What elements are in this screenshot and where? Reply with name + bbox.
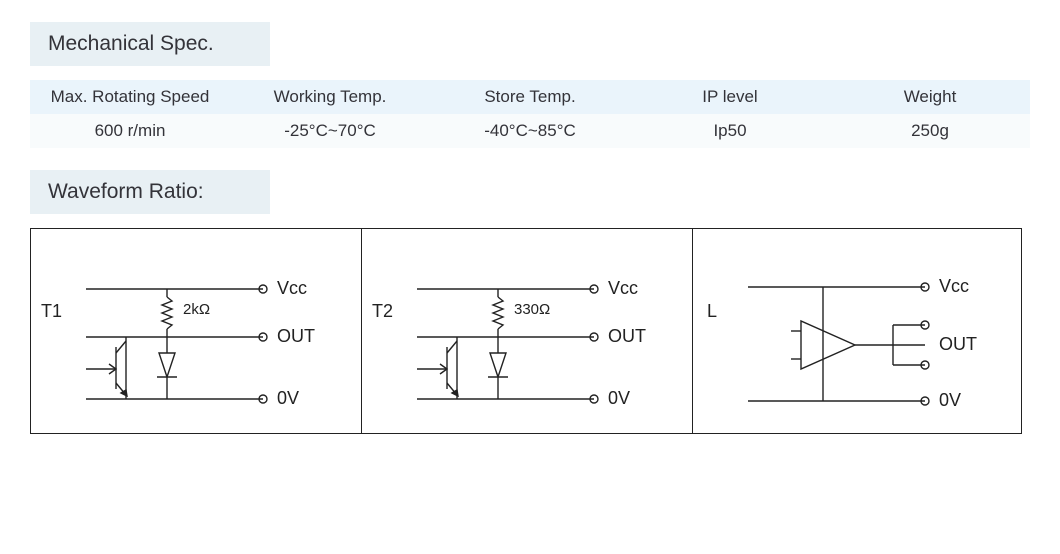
spec-col: IP level Ip50 — [630, 80, 830, 148]
spec-value-cell: Ip50 — [630, 114, 830, 148]
spec-value-cell: -25°C~70°C — [230, 114, 430, 148]
terminal-0v-label: 0V — [608, 388, 630, 409]
spec-header-cell: Working Temp. — [230, 80, 430, 114]
spec-col: Working Temp. -25°C~70°C — [230, 80, 430, 148]
spec-col: Max. Rotating Speed 600 r/min — [30, 80, 230, 148]
terminal-out-label: OUT — [277, 326, 315, 347]
spec-value-cell: 600 r/min — [30, 114, 230, 148]
spec-value-cell: 250g — [830, 114, 1030, 148]
diagram-t1-label: T1 — [41, 301, 62, 322]
mechanical-spec-header: Mechanical Spec. — [30, 22, 270, 66]
waveform-ratio-header: Waveform Ratio: — [30, 170, 270, 214]
spec-table: Max. Rotating Speed 600 r/min Working Te… — [30, 80, 1030, 148]
terminal-out-label: OUT — [939, 334, 977, 355]
diagram-t1: T1 — [31, 229, 362, 433]
circuit-l-svg — [693, 229, 1023, 435]
spec-header-cell: Store Temp. — [430, 80, 630, 114]
diagram-t2-label: T2 — [372, 301, 393, 322]
resistor-value-t1: 2kΩ — [183, 301, 210, 318]
diagrams-row: T1 — [30, 228, 1022, 434]
spec-value-cell: -40°C~85°C — [430, 114, 630, 148]
terminal-vcc-label: Vcc — [608, 278, 638, 299]
diagram-l-label: L — [707, 301, 717, 322]
spec-header-cell: IP level — [630, 80, 830, 114]
diagram-t2: T2 — [362, 229, 693, 433]
spec-col: Store Temp. -40°C~85°C — [430, 80, 630, 148]
spec-header-cell: Weight — [830, 80, 1030, 114]
spec-header-cell: Max. Rotating Speed — [30, 80, 230, 114]
terminal-0v-label: 0V — [939, 390, 961, 411]
diagram-l: L — [693, 229, 1023, 433]
resistor-value-t2: 330Ω — [514, 301, 550, 318]
spec-col: Weight 250g — [830, 80, 1030, 148]
terminal-vcc-label: Vcc — [939, 276, 969, 297]
terminal-vcc-label: Vcc — [277, 278, 307, 299]
terminal-out-label: OUT — [608, 326, 646, 347]
terminal-0v-label: 0V — [277, 388, 299, 409]
